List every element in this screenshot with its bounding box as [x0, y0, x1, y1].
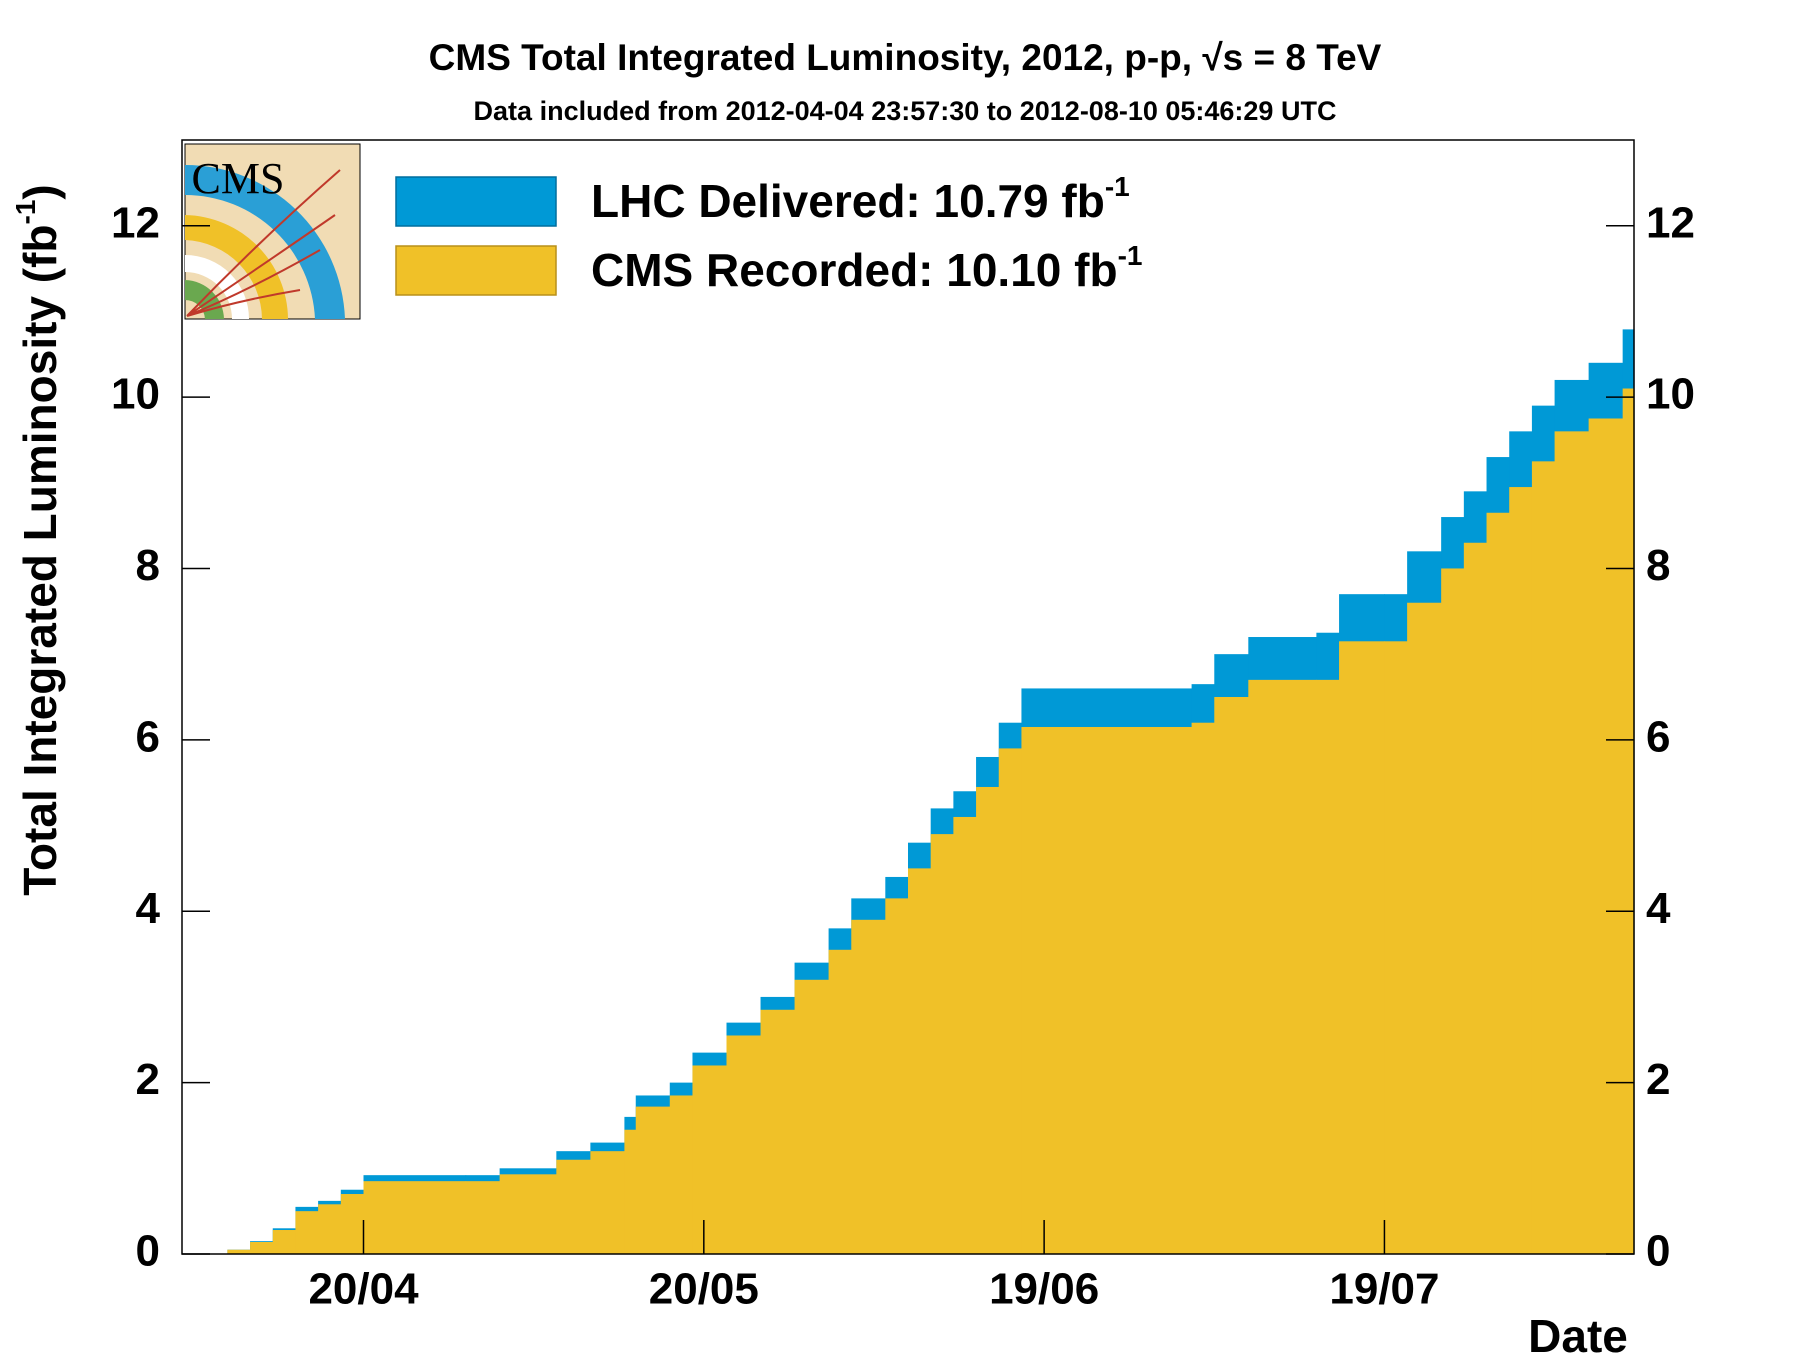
step-bar [635, 1106, 671, 1254]
step-bar [1316, 679, 1340, 1254]
step-bar [318, 1204, 342, 1254]
step-bar [760, 1009, 796, 1254]
step-bar [953, 816, 977, 1254]
y2-tick-label: 8 [1646, 541, 1670, 590]
plot-frame [181, 139, 1635, 1255]
step-bar [976, 786, 1000, 1254]
step-bar [1554, 431, 1590, 1254]
y-label-sup: -1 [10, 200, 41, 225]
step-bar [624, 1129, 637, 1254]
x-axis-label: Date [1528, 1310, 1628, 1362]
step-bar [851, 919, 886, 1254]
step-bar [885, 898, 909, 1254]
step-bar [1021, 726, 1193, 1254]
step-bar [1384, 641, 1408, 1254]
y2-tick-label: 6 [1646, 712, 1670, 761]
step-bar [340, 1194, 365, 1254]
y-label-end: ) [14, 184, 66, 199]
step-bar [726, 1035, 762, 1254]
logo-text: CMS [192, 154, 285, 203]
step-bar [692, 1065, 728, 1254]
step-bar [1441, 568, 1465, 1254]
y-tick-label: 8 [136, 541, 160, 590]
step-bar [669, 1095, 694, 1254]
step-bar [1463, 542, 1488, 1254]
step-bar [908, 868, 932, 1254]
step-bar [828, 949, 852, 1254]
legend-name: CMS Recorded: 10.10 fb [591, 244, 1118, 296]
y-tick-label: 12 [111, 198, 160, 247]
step-bar [590, 1151, 626, 1254]
step-bar [1531, 461, 1556, 1254]
legend-label: LHC Delivered: 10.79 fb-1 [591, 171, 1130, 227]
y-tick-label: 0 [136, 1227, 160, 1276]
step-bar [465, 1181, 501, 1254]
step-bar [1339, 641, 1386, 1254]
x-tick-label: 19/06 [989, 1265, 1099, 1314]
y-tick-label: 4 [136, 884, 161, 933]
legend-label: CMS Recorded: 10.10 fb-1 [591, 240, 1142, 296]
x-tick-label: 19/07 [1329, 1265, 1439, 1314]
y2-tick-label: 2 [1646, 1055, 1670, 1104]
y2-tick-label: 10 [1646, 370, 1695, 419]
step-bar [250, 1242, 274, 1254]
y2-tick-label: 4 [1646, 884, 1671, 933]
chart-subtitle: Data included from 2012-04-04 23:57:30 t… [474, 96, 1337, 126]
x-tick-label: 20/04 [308, 1265, 419, 1314]
step-bar [1486, 512, 1510, 1254]
chart-title: CMS Total Integrated Luminosity, 2012, p… [429, 37, 1382, 78]
step-bar [295, 1211, 319, 1254]
y-tick-label: 2 [136, 1055, 160, 1104]
y-label-main: Total Integrated Luminosity (fb [14, 224, 66, 895]
step-bar [930, 834, 954, 1254]
step-bar [556, 1159, 591, 1254]
legend-superscript: -1 [1118, 240, 1143, 271]
legend-superscript: -1 [1105, 171, 1130, 202]
legend-swatch [395, 245, 557, 296]
legend-name: LHC Delivered: 10.79 fb [591, 175, 1105, 227]
step-bar [499, 1174, 557, 1254]
y-tick-label: 6 [136, 712, 160, 761]
step-bar [1191, 722, 1215, 1254]
step-bar [1214, 697, 1249, 1254]
step-bar [272, 1230, 297, 1254]
step-bar [1588, 418, 1624, 1254]
step-bar [1622, 388, 1635, 1254]
cms-logo: CMS [184, 143, 361, 320]
x-tick-label: 20/05 [649, 1265, 759, 1314]
legend-swatch [395, 176, 557, 227]
step-bar [794, 979, 830, 1254]
step-bar [998, 748, 1023, 1254]
y-axis-label: Total Integrated Luminosity (fb-1) [10, 184, 66, 895]
step-bar [1248, 679, 1317, 1254]
step-bar [1509, 487, 1533, 1254]
y-tick-label: 10 [111, 370, 160, 419]
y2-tick-label: 0 [1646, 1227, 1670, 1276]
plot-area [227, 329, 1635, 1255]
step-bar [227, 1249, 251, 1254]
step-bar [1407, 602, 1442, 1254]
step-bar [363, 1181, 467, 1254]
y2-tick-label: 12 [1646, 198, 1695, 247]
